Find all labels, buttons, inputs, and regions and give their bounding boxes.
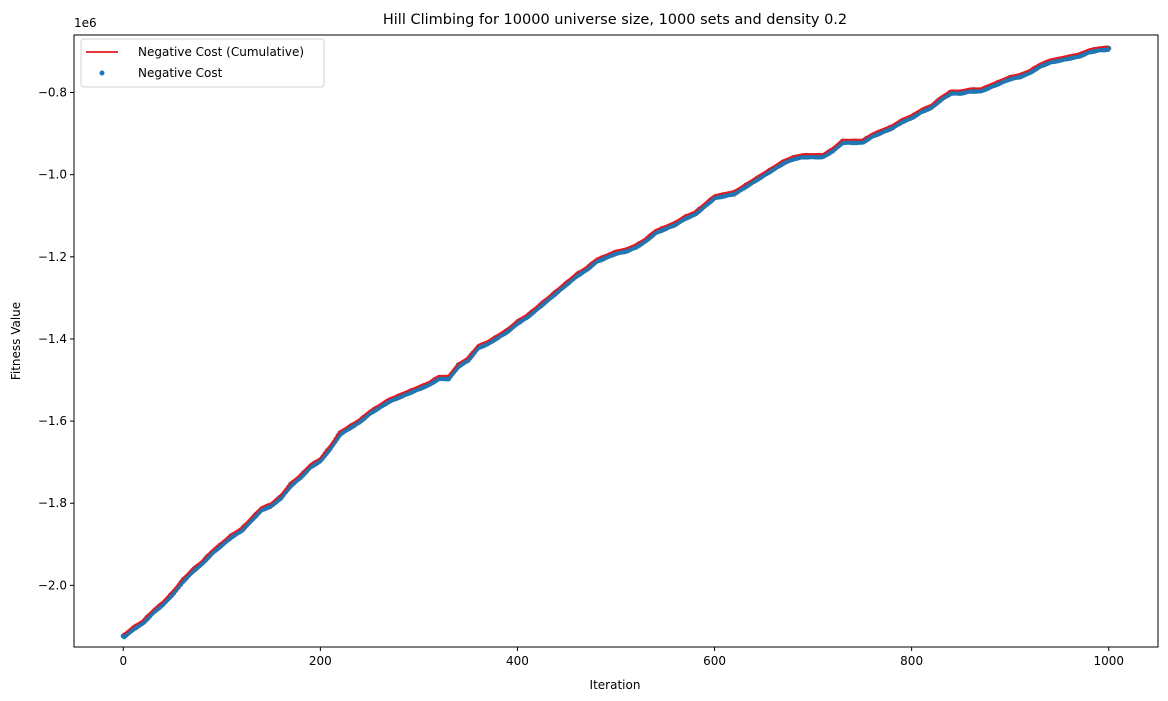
y-axis-ticks: −2.0 −1.8 −1.6 −1.4 −1.2 −1.0 −0.8 [38,86,74,592]
x-tick-label: 0 [119,654,127,668]
y-tick-label: −1.0 [38,168,67,182]
y-scale-label: 1e6 [74,16,97,30]
y-axis-label: Fitness Value [9,302,23,380]
legend-box [80,38,325,88]
cumulative-line [122,45,1109,636]
legend-entry-cumulative: Negative Cost (Cumulative) [138,45,304,59]
x-tick-label: 600 [703,654,726,668]
legend: Negative Cost (Cumulative) Negative Cost [80,38,325,88]
plot-area [120,45,1112,640]
y-tick-label: −1.6 [38,414,67,428]
y-tick-label: −1.8 [38,496,67,510]
legend-point-swatch [99,70,105,76]
cumulative-line-layer [122,45,1109,636]
chart-title: Hill Climbing for 10000 universe size, 1… [383,12,847,28]
y-tick-label: −0.8 [38,86,67,100]
y-tick-label: −2.0 [38,578,67,592]
y-tick-label: −1.2 [38,250,67,264]
x-tick-label: 400 [506,654,529,668]
x-tick-label: 200 [309,654,332,668]
legend-entry-points: Negative Cost [138,66,223,80]
plot-frame [73,34,1159,648]
x-tick-label: 800 [900,654,923,668]
x-axis-ticks: 0 200 400 600 800 1000 [119,647,1124,668]
x-tick-label: 1000 [1093,654,1124,668]
x-axis-label: Iteration [590,678,641,692]
y-tick-label: −1.4 [38,332,67,346]
